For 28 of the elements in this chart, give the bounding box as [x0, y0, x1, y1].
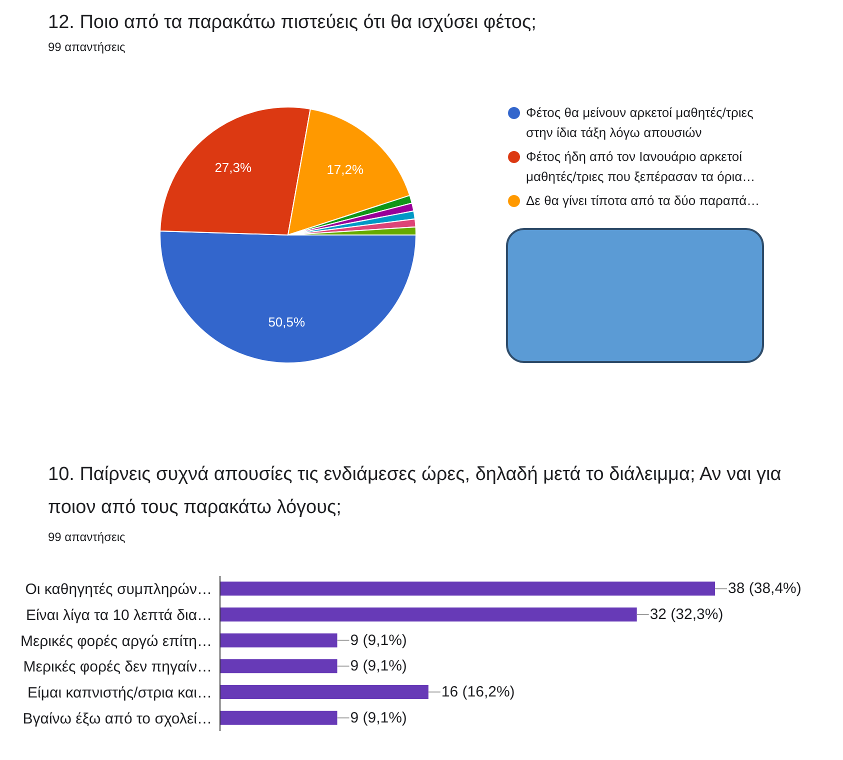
- data-label: 27,3%: [214, 160, 252, 175]
- text: 99 απαντήσεις: [48, 530, 126, 544]
- y-tick-label: Οι καθηγητές συμπληρών…: [25, 581, 212, 598]
- legend-label: Δε θα γίνει τίποτα από τα δύο παραπά…: [526, 192, 760, 210]
- data-label: 17,2%: [326, 162, 364, 177]
- data-label: 32 (32,3%): [650, 606, 724, 624]
- legend-label: Φέτος θα μείνουν αρκετοί μαθητές/τριες στην ίδια τάξη λόγω απουσιών: [526, 104, 754, 142]
- chart-subtitle: 99 απαντήσεις: [48, 40, 126, 54]
- legend-label: Φέτος ήδη από τον Ιανουάριο αρκετοί μαθητές/τριες που ξεπέρασαν τα όρια…: [526, 148, 756, 186]
- data-label: 50,5%: [268, 314, 306, 330]
- data-label: 9 (9,1%): [350, 658, 407, 675]
- bar: [220, 582, 715, 596]
- data-label: 16 (16,2%): [441, 684, 515, 701]
- data-label: 9 (9,1%): [350, 632, 407, 649]
- bar: [220, 659, 338, 674]
- y-tick-label: Μερικές φορές αργώ επίτη…: [20, 632, 212, 650]
- bar: [220, 685, 428, 700]
- data-label: 9 (9,1%): [350, 709, 407, 726]
- chart-title: 12. Ποιο από τα παρακάτω πιστεύεις ότι θα ισχύσει φέτος;: [48, 12, 536, 34]
- bar: [220, 633, 338, 648]
- y-tick-label: Είμαι καπνιστής/στρια και…: [28, 684, 212, 702]
- y-tick-label: Μερικές φορές δεν πηγαίν…: [23, 658, 212, 676]
- y-tick-label: Βγαίνω έξω από το σχολεί…: [22, 710, 212, 728]
- data-label: 38 (38,4%): [728, 580, 802, 598]
- bar: [220, 608, 637, 622]
- chart-title: 10. Παίρνεις συχνά απουσίες τις ενδιάμεσες ώρες, δηλαδή μετά το διάλειμμα; Αν ναι για ποιον από τους παρακάτω λόγους;: [48, 463, 782, 520]
- bar: [220, 710, 338, 725]
- y-tick-label: Είναι λίγα τα 10 λεπτά δια…: [26, 607, 212, 624]
